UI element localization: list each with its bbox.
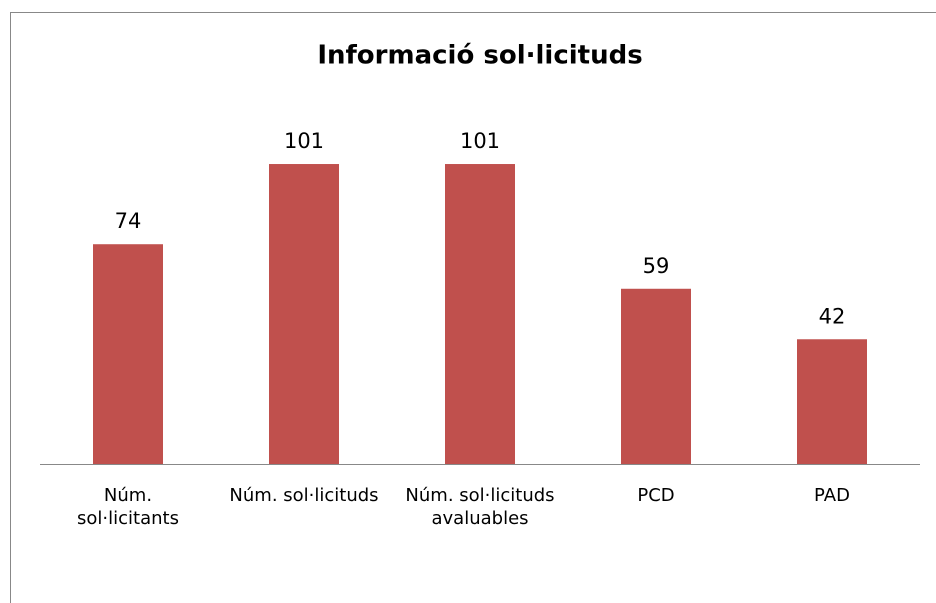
- data-label: 74: [115, 209, 142, 233]
- x-tick-label: Núm. sol·licituds avaluables: [405, 485, 555, 529]
- data-label: 42: [819, 304, 846, 328]
- data-label: 101: [284, 129, 324, 153]
- bar: [445, 164, 515, 464]
- bar: [269, 164, 339, 464]
- chart-title: Informació sol·licituds: [317, 41, 642, 71]
- x-tick-label: PCD: [637, 485, 675, 506]
- x-tick-label: Núm. sol·licitants: [77, 485, 179, 529]
- data-label: 59: [643, 254, 670, 278]
- bar: [93, 244, 163, 464]
- bar: [797, 339, 867, 464]
- x-tick-label: Núm. sol·licituds: [229, 485, 379, 506]
- data-label: 101: [460, 129, 500, 153]
- x-tick-label: PAD: [814, 485, 850, 506]
- bar: [621, 288, 691, 464]
